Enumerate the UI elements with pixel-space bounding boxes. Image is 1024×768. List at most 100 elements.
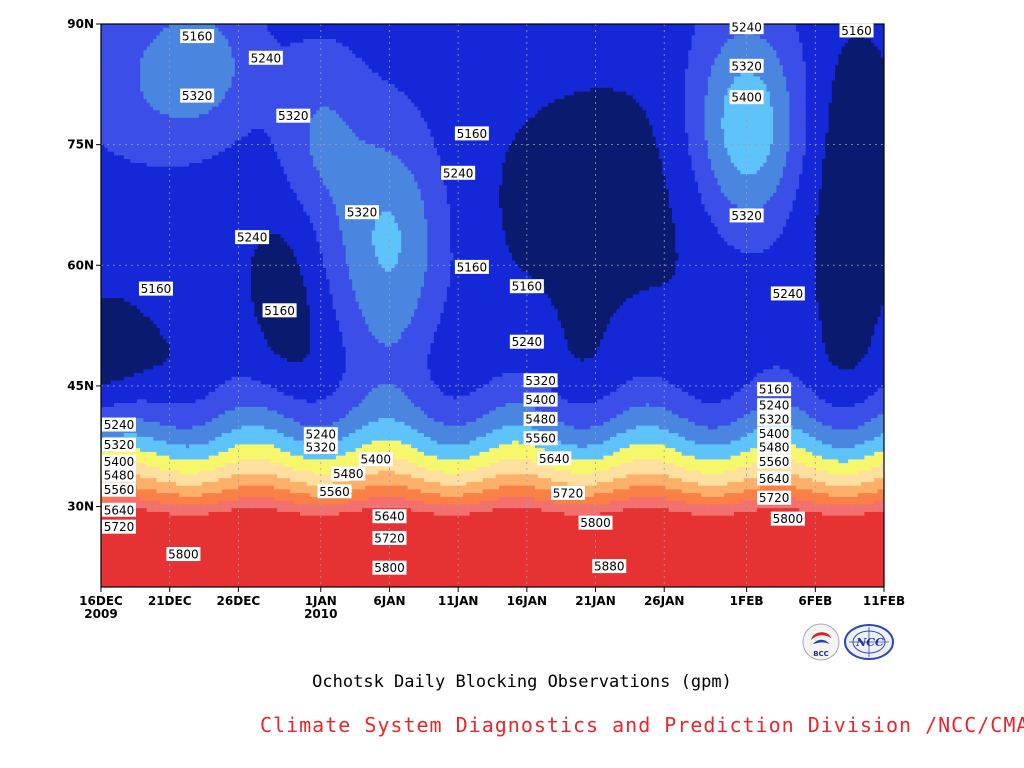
contour-band-cell bbox=[567, 346, 598, 352]
contour-band-cell bbox=[443, 391, 471, 397]
contour-band-cell bbox=[159, 500, 220, 506]
contour-band-cell bbox=[394, 215, 425, 220]
contour-band-cell bbox=[211, 106, 321, 111]
contour-band-cell bbox=[505, 159, 663, 164]
contour-band-cell bbox=[123, 297, 252, 303]
contour-band-cell bbox=[714, 174, 784, 179]
contour-band-cell bbox=[799, 474, 884, 479]
contour-band-cell bbox=[815, 282, 884, 288]
contour-band-cell bbox=[557, 309, 618, 314]
contour-band-cell bbox=[499, 189, 670, 194]
contour-band-cell bbox=[668, 189, 699, 194]
contour-label: 5640 bbox=[757, 471, 792, 486]
contour-band-cell bbox=[335, 39, 693, 44]
contour-band-cell bbox=[603, 421, 696, 427]
contour-label-box bbox=[138, 281, 173, 296]
contour-band-cell bbox=[427, 219, 451, 224]
contour-band-cell bbox=[332, 196, 422, 201]
contour-band-cell bbox=[534, 376, 634, 382]
contour-band-cell bbox=[838, 54, 882, 59]
contour-band-cell bbox=[799, 376, 884, 382]
contour-band-cell bbox=[822, 455, 866, 460]
contour-band-cell bbox=[381, 76, 686, 81]
contour-band-cell bbox=[273, 35, 693, 40]
contour-band-cell bbox=[495, 406, 536, 412]
contour-band-cell bbox=[691, 46, 722, 51]
contour-band-cell bbox=[270, 140, 311, 145]
contour-band-cell bbox=[427, 361, 833, 367]
contour-band-cell bbox=[671, 275, 817, 280]
contour-label-box bbox=[757, 398, 792, 413]
contour-band-cell bbox=[603, 440, 696, 445]
contour-band-cell bbox=[101, 219, 311, 224]
contour-band-cell bbox=[417, 181, 445, 186]
contour-band-cell bbox=[394, 418, 435, 423]
contour-band-cell bbox=[371, 331, 402, 337]
contour-band-cell bbox=[101, 91, 145, 96]
contour-band-cell bbox=[707, 84, 732, 89]
contour-band-cell bbox=[231, 80, 389, 85]
contour-band-cell bbox=[805, 84, 833, 89]
contour-band-cell bbox=[730, 395, 820, 400]
contour-band-cell bbox=[570, 470, 595, 475]
contour-band-cell bbox=[205, 421, 301, 427]
contour-band-cell bbox=[880, 305, 884, 310]
contour-band-cell bbox=[218, 151, 278, 156]
contour-band-cell bbox=[101, 376, 125, 382]
contour-band-cell bbox=[342, 237, 373, 243]
contour-band-cell bbox=[101, 252, 255, 258]
contour-band-cell bbox=[469, 391, 556, 397]
contour-band-cell bbox=[489, 463, 546, 468]
contour-band-cell bbox=[720, 189, 777, 194]
contour-label-box bbox=[180, 88, 215, 103]
contour-band-cell bbox=[391, 211, 425, 217]
contour-band-cell bbox=[306, 399, 317, 404]
contour-band-cell bbox=[260, 324, 311, 329]
contour-band-cell bbox=[658, 147, 689, 153]
contour-band-cell bbox=[401, 234, 428, 239]
contour-band-cell bbox=[600, 339, 823, 344]
contour-band-cell bbox=[805, 410, 884, 415]
contour-band-cell bbox=[101, 241, 259, 247]
contour-band-cell bbox=[564, 328, 608, 333]
contour-band-cell bbox=[264, 335, 311, 340]
contour-band-cell bbox=[101, 275, 252, 280]
contour-band-cell bbox=[864, 35, 884, 40]
contour-band-cell bbox=[717, 226, 784, 232]
contour-band-cell bbox=[342, 42, 693, 48]
contour-band-cell bbox=[283, 237, 317, 243]
x-tick-label: 1JAN bbox=[305, 594, 337, 608]
contour-band-cell bbox=[668, 380, 751, 385]
x-tick-year-label: 2010 bbox=[304, 607, 337, 621]
contour-band-cell bbox=[101, 301, 131, 307]
contour-band-cell bbox=[101, 579, 884, 584]
contour-label: 5800 bbox=[578, 515, 613, 530]
contour-band-cell bbox=[146, 46, 233, 51]
contour-band-cell bbox=[378, 256, 399, 262]
contour-band-cell bbox=[877, 320, 884, 325]
contour-band-cell bbox=[720, 234, 781, 239]
contour-label-box bbox=[729, 20, 764, 35]
contour-band-cell bbox=[476, 436, 556, 442]
contour-band-cell bbox=[208, 455, 304, 460]
contour-band-cell bbox=[805, 102, 830, 108]
contour-band-cell bbox=[763, 80, 787, 85]
contour-band-cell bbox=[733, 162, 764, 168]
contour-band-cell bbox=[773, 121, 790, 126]
contour-band-cell bbox=[319, 174, 415, 179]
contour-band-cell bbox=[224, 410, 278, 415]
contour-band-cell bbox=[446, 294, 549, 299]
contour-band-cell bbox=[355, 54, 689, 59]
contour-band-cell bbox=[733, 80, 764, 85]
contour-band-cell bbox=[101, 222, 314, 228]
contour-band-cell bbox=[844, 42, 875, 48]
contour-band-cell bbox=[769, 144, 790, 149]
contour-band-cell bbox=[649, 403, 764, 408]
contour-band-cell bbox=[365, 61, 689, 66]
contour-band-cell bbox=[397, 256, 428, 262]
contour-band-cell bbox=[492, 376, 536, 382]
x-tick-label: 6FEB bbox=[798, 594, 832, 608]
contour-band-cell bbox=[101, 177, 288, 183]
contour-band-cell bbox=[290, 42, 344, 48]
contour-band-cell bbox=[251, 279, 304, 284]
